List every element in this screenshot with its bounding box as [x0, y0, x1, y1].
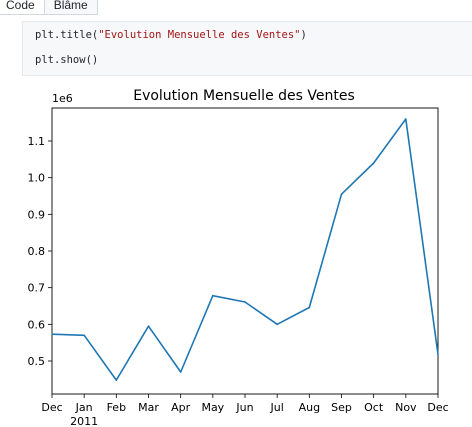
data-point — [147, 325, 150, 327]
y-tick-label: 0.9 — [28, 208, 46, 221]
series-group — [51, 118, 439, 381]
y-tick-label: 0.6 — [28, 318, 46, 331]
data-point — [405, 118, 407, 120]
line-chart: Evolution Mensuelle des Ventes 1e6 0.50.… — [28, 88, 449, 427]
chart-output: Evolution Mensuelle des Ventes 1e6 0.5 0.… — [0, 80, 472, 427]
x-tick-label: Dec — [41, 401, 62, 414]
data-point — [212, 294, 214, 297]
data-point — [179, 371, 182, 373]
y-tick-label: 0.5 — [28, 355, 46, 368]
chart-title: Evolution Mensuelle des Ventes — [133, 88, 355, 104]
x-tick-label: Sep — [331, 401, 352, 414]
data-point — [51, 333, 53, 336]
y-tick-label: 0.7 — [28, 282, 46, 295]
data-point — [83, 334, 85, 337]
code-string: "Evolution Mensuelle des Ventes" — [98, 29, 301, 41]
x-tick-label: Jun — [235, 401, 253, 414]
y-tick-label: 1.1 — [28, 135, 46, 148]
code-paren: ) — [300, 29, 307, 41]
data-point — [244, 301, 246, 303]
x-tick-label: Oct — [364, 401, 384, 414]
axes-frame — [51, 107, 439, 395]
x-tick-label: Feb — [107, 401, 126, 414]
view-toggle: Code Blâme — [0, 0, 98, 15]
data-point — [308, 306, 311, 309]
blame-button[interactable]: Blâme — [43, 0, 98, 15]
code-cell: plt.title("Evolution Mensuelle des Vente… — [22, 21, 472, 76]
code-line-show: plt.show() — [35, 54, 99, 66]
data-point — [372, 162, 375, 164]
x-year-label: 2011 — [70, 415, 98, 427]
x-tick-label: Mar — [138, 401, 159, 414]
code-fn: plt.title( — [35, 29, 99, 41]
x-tick-label: Jul — [270, 401, 284, 414]
data-point — [276, 323, 278, 326]
x-tick-label: Aug — [299, 401, 320, 414]
y-tick-label: 0.8 — [28, 245, 46, 258]
data-point — [437, 353, 439, 356]
x-tick-label: Jan — [75, 401, 93, 414]
x-tick-label: Apr — [171, 401, 191, 414]
sales-series-line — [51, 118, 439, 381]
y-tick-label: 1.0 — [28, 172, 46, 185]
data-point — [340, 193, 343, 195]
data-point — [115, 379, 118, 381]
y-offset-label: 1e6 — [52, 92, 73, 105]
x-tick-label: Dec — [427, 401, 448, 414]
code-line-title: plt.title("Evolution Mensuelle des Vente… — [35, 29, 307, 41]
y-axis: 0.5 0.6 0.7 0.8 0.9 1.0 1.1 — [28, 135, 52, 368]
code-button[interactable]: Code — [0, 0, 44, 15]
x-tick-label: May — [201, 401, 224, 414]
x-tick-label: Nov — [395, 401, 417, 414]
x-axis: Dec Jan Feb Mar Apr May Jun Jul Aug Sep Oct Nov Dec 2… — [41, 394, 449, 427]
